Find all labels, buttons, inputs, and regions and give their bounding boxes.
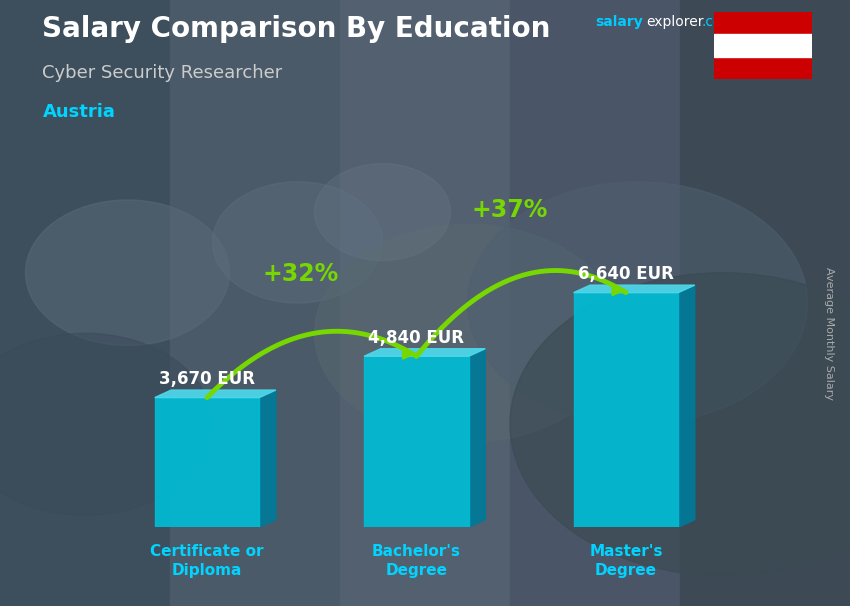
Text: Bachelor's
Degree: Bachelor's Degree bbox=[372, 544, 461, 579]
Text: 4,840 EUR: 4,840 EUR bbox=[369, 329, 464, 347]
Bar bbox=[340, 0, 510, 606]
Circle shape bbox=[468, 182, 808, 424]
Polygon shape bbox=[469, 348, 485, 527]
Text: Austria: Austria bbox=[42, 103, 116, 121]
Text: Average Monthly Salary: Average Monthly Salary bbox=[824, 267, 834, 400]
Text: explorer: explorer bbox=[646, 15, 704, 29]
Circle shape bbox=[314, 164, 450, 261]
Text: Master's
Degree: Master's Degree bbox=[589, 544, 663, 579]
Polygon shape bbox=[155, 390, 276, 398]
Circle shape bbox=[212, 182, 382, 303]
Polygon shape bbox=[574, 285, 694, 293]
Polygon shape bbox=[259, 390, 276, 527]
Bar bbox=[680, 0, 850, 606]
Text: 3,670 EUR: 3,670 EUR bbox=[159, 370, 255, 388]
Circle shape bbox=[314, 224, 620, 442]
Bar bbox=[714, 34, 812, 57]
Bar bbox=[0, 0, 170, 606]
Circle shape bbox=[26, 200, 230, 345]
Polygon shape bbox=[155, 398, 259, 527]
Text: salary: salary bbox=[595, 15, 643, 29]
Text: Cyber Security Researcher: Cyber Security Researcher bbox=[42, 64, 283, 82]
Bar bbox=[510, 0, 680, 606]
Text: Certificate or
Diploma: Certificate or Diploma bbox=[150, 544, 264, 579]
Text: +32%: +32% bbox=[263, 262, 338, 286]
Bar bbox=[170, 0, 340, 606]
Polygon shape bbox=[364, 356, 469, 527]
Text: Salary Comparison By Education: Salary Comparison By Education bbox=[42, 15, 551, 43]
Polygon shape bbox=[678, 285, 694, 527]
Text: .com: .com bbox=[701, 15, 735, 29]
Polygon shape bbox=[364, 348, 485, 356]
Text: 6,640 EUR: 6,640 EUR bbox=[578, 265, 674, 283]
Text: +37%: +37% bbox=[472, 198, 548, 222]
Circle shape bbox=[0, 333, 212, 515]
Polygon shape bbox=[574, 293, 678, 527]
Circle shape bbox=[510, 273, 850, 576]
